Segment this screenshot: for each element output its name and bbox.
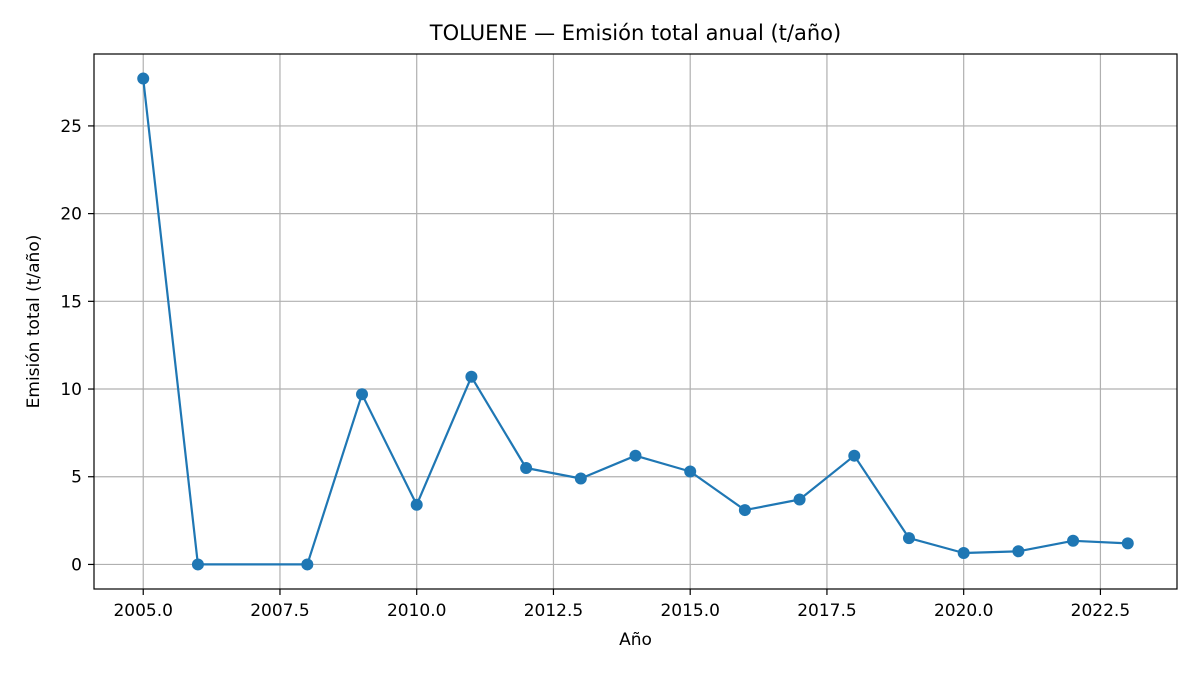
y-tick-label: 10 — [60, 380, 82, 400]
x-tick-label: 2005.0 — [113, 601, 172, 621]
y-tick-label: 5 — [71, 468, 82, 488]
series-line — [142, 78, 1128, 566]
series-layer — [137, 72, 1134, 571]
y-tick-label: 25 — [60, 117, 82, 137]
data-point — [137, 72, 150, 85]
y-axis-label: Emisión total (t/año) — [24, 235, 44, 409]
chart-title: TOLUENE — Emisión total anual (t/año) — [429, 21, 841, 45]
y-tick-label: 15 — [60, 292, 82, 312]
y-axis-ticks: 0 5 10 15 20 25 — [60, 117, 94, 575]
data-point — [1012, 545, 1025, 558]
data-point — [520, 461, 533, 474]
data-point — [574, 472, 587, 485]
data-point — [1121, 537, 1134, 550]
x-tick-label: 2015.0 — [660, 601, 719, 621]
data-point — [191, 558, 204, 571]
data-point — [465, 370, 478, 383]
plot-frame — [93, 53, 1178, 590]
data-point — [793, 493, 806, 506]
grid — [94, 54, 1177, 589]
x-tick-label: 2007.5 — [250, 601, 309, 621]
y-tick-label: 0 — [71, 555, 82, 575]
data-point — [902, 532, 915, 545]
data-point — [684, 465, 697, 478]
data-point — [957, 547, 970, 560]
x-tick-label: 2020.0 — [934, 601, 993, 621]
x-tick-label: 2012.5 — [524, 601, 583, 621]
data-point — [1067, 534, 1080, 547]
data-point — [738, 504, 751, 517]
data-point — [356, 388, 369, 401]
data-point — [629, 449, 642, 462]
x-tick-label: 2017.5 — [797, 601, 856, 621]
x-axis-label: Año — [619, 630, 652, 650]
x-axis-ticks: 2005.0 2007.5 2010.0 2012.5 2015.0 2017.5 2020… — [113, 589, 1130, 621]
data-point — [301, 558, 314, 571]
data-point — [410, 498, 423, 511]
y-tick-label: 20 — [60, 205, 82, 225]
x-tick-label: 2010.0 — [387, 601, 446, 621]
data-point — [848, 449, 861, 462]
x-tick-label: 2022.5 — [1071, 601, 1130, 621]
